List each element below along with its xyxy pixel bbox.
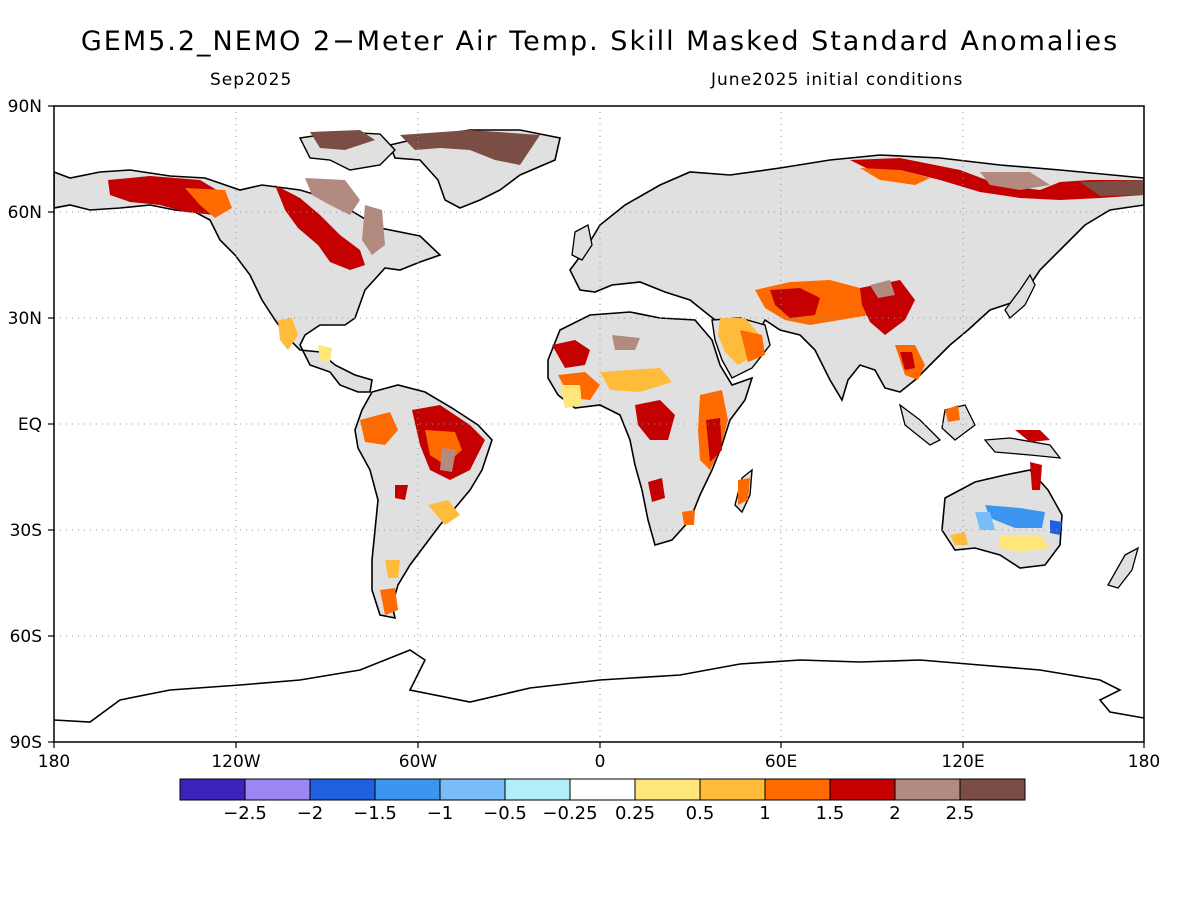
colorbar-label: −2.5 [223,803,267,824]
graticule [54,106,1144,742]
colorbar-swatch [894,778,961,801]
lon-label: 120E [941,752,984,772]
colorbar-swatch [764,778,831,801]
japan-land [1004,273,1036,319]
valid-month-label: Sep2025 [210,70,293,90]
lat-label: 60N [8,203,42,223]
colorbar-swatch [569,778,636,801]
colorbar-label: 2 [889,803,900,824]
colorbar-label: 0.25 [615,803,655,824]
colorbar-label: 1.5 [816,803,845,824]
map-title: GEM5.2_NEMO 2−Meter Air Temp. Skill Mask… [80,26,1120,57]
colorbar-label: −1 [427,803,454,824]
lat-label: 90S [10,733,42,753]
lat-label: EQ [18,415,42,435]
indonesia-land [898,403,1062,459]
colorbar-swatch [959,778,1026,801]
lat-label: 30S [10,521,42,541]
colorbar-label: −0.25 [542,803,597,824]
colorbar-label: 2.5 [946,803,975,824]
north-america-land [54,169,442,393]
colorbar-swatch [179,778,246,801]
uk-land [571,224,593,261]
colorbar-swatch [374,778,441,801]
colorbar-label: 1 [759,803,770,824]
colorbar-swatch [699,778,766,801]
lat-label: 90N [8,97,42,117]
lat-label: 30N [8,309,42,329]
lon-label: 0 [595,752,606,772]
initial-conditions-label: June2025 initial conditions [711,70,964,90]
colorbar-swatch [244,778,311,801]
colorbar-label: −0.5 [483,803,527,824]
lon-label: 60E [765,752,797,772]
lon-label: 120W [211,752,260,772]
colorbar-label: 0.5 [686,803,715,824]
lon-label: 180 [1128,752,1160,772]
lon-label: 60W [399,752,438,772]
colorbar: −2.5 −2 −1.5 −1 −0.5 −0.25 0.25 0.5 1 1.5 2 2.5 [179,778,1026,824]
anomaly-shading [108,130,1144,615]
colorbar-label: −2 [297,803,324,824]
axis-ticks [48,105,1145,748]
colorbar-swatch [439,778,506,801]
colorbar-swatch [309,778,376,801]
colorbar-label: −1.5 [353,803,397,824]
eurasia-land [569,154,1144,402]
new-zealand-land [1107,546,1140,589]
colorbar-swatch [634,778,701,801]
antarctica-coastline [54,649,1144,723]
colorbar-swatch [504,778,571,801]
colorbar-swatch [829,778,896,801]
land-layer [54,129,1144,723]
lon-label: 180 [38,752,70,772]
lat-label: 60S [10,627,42,647]
